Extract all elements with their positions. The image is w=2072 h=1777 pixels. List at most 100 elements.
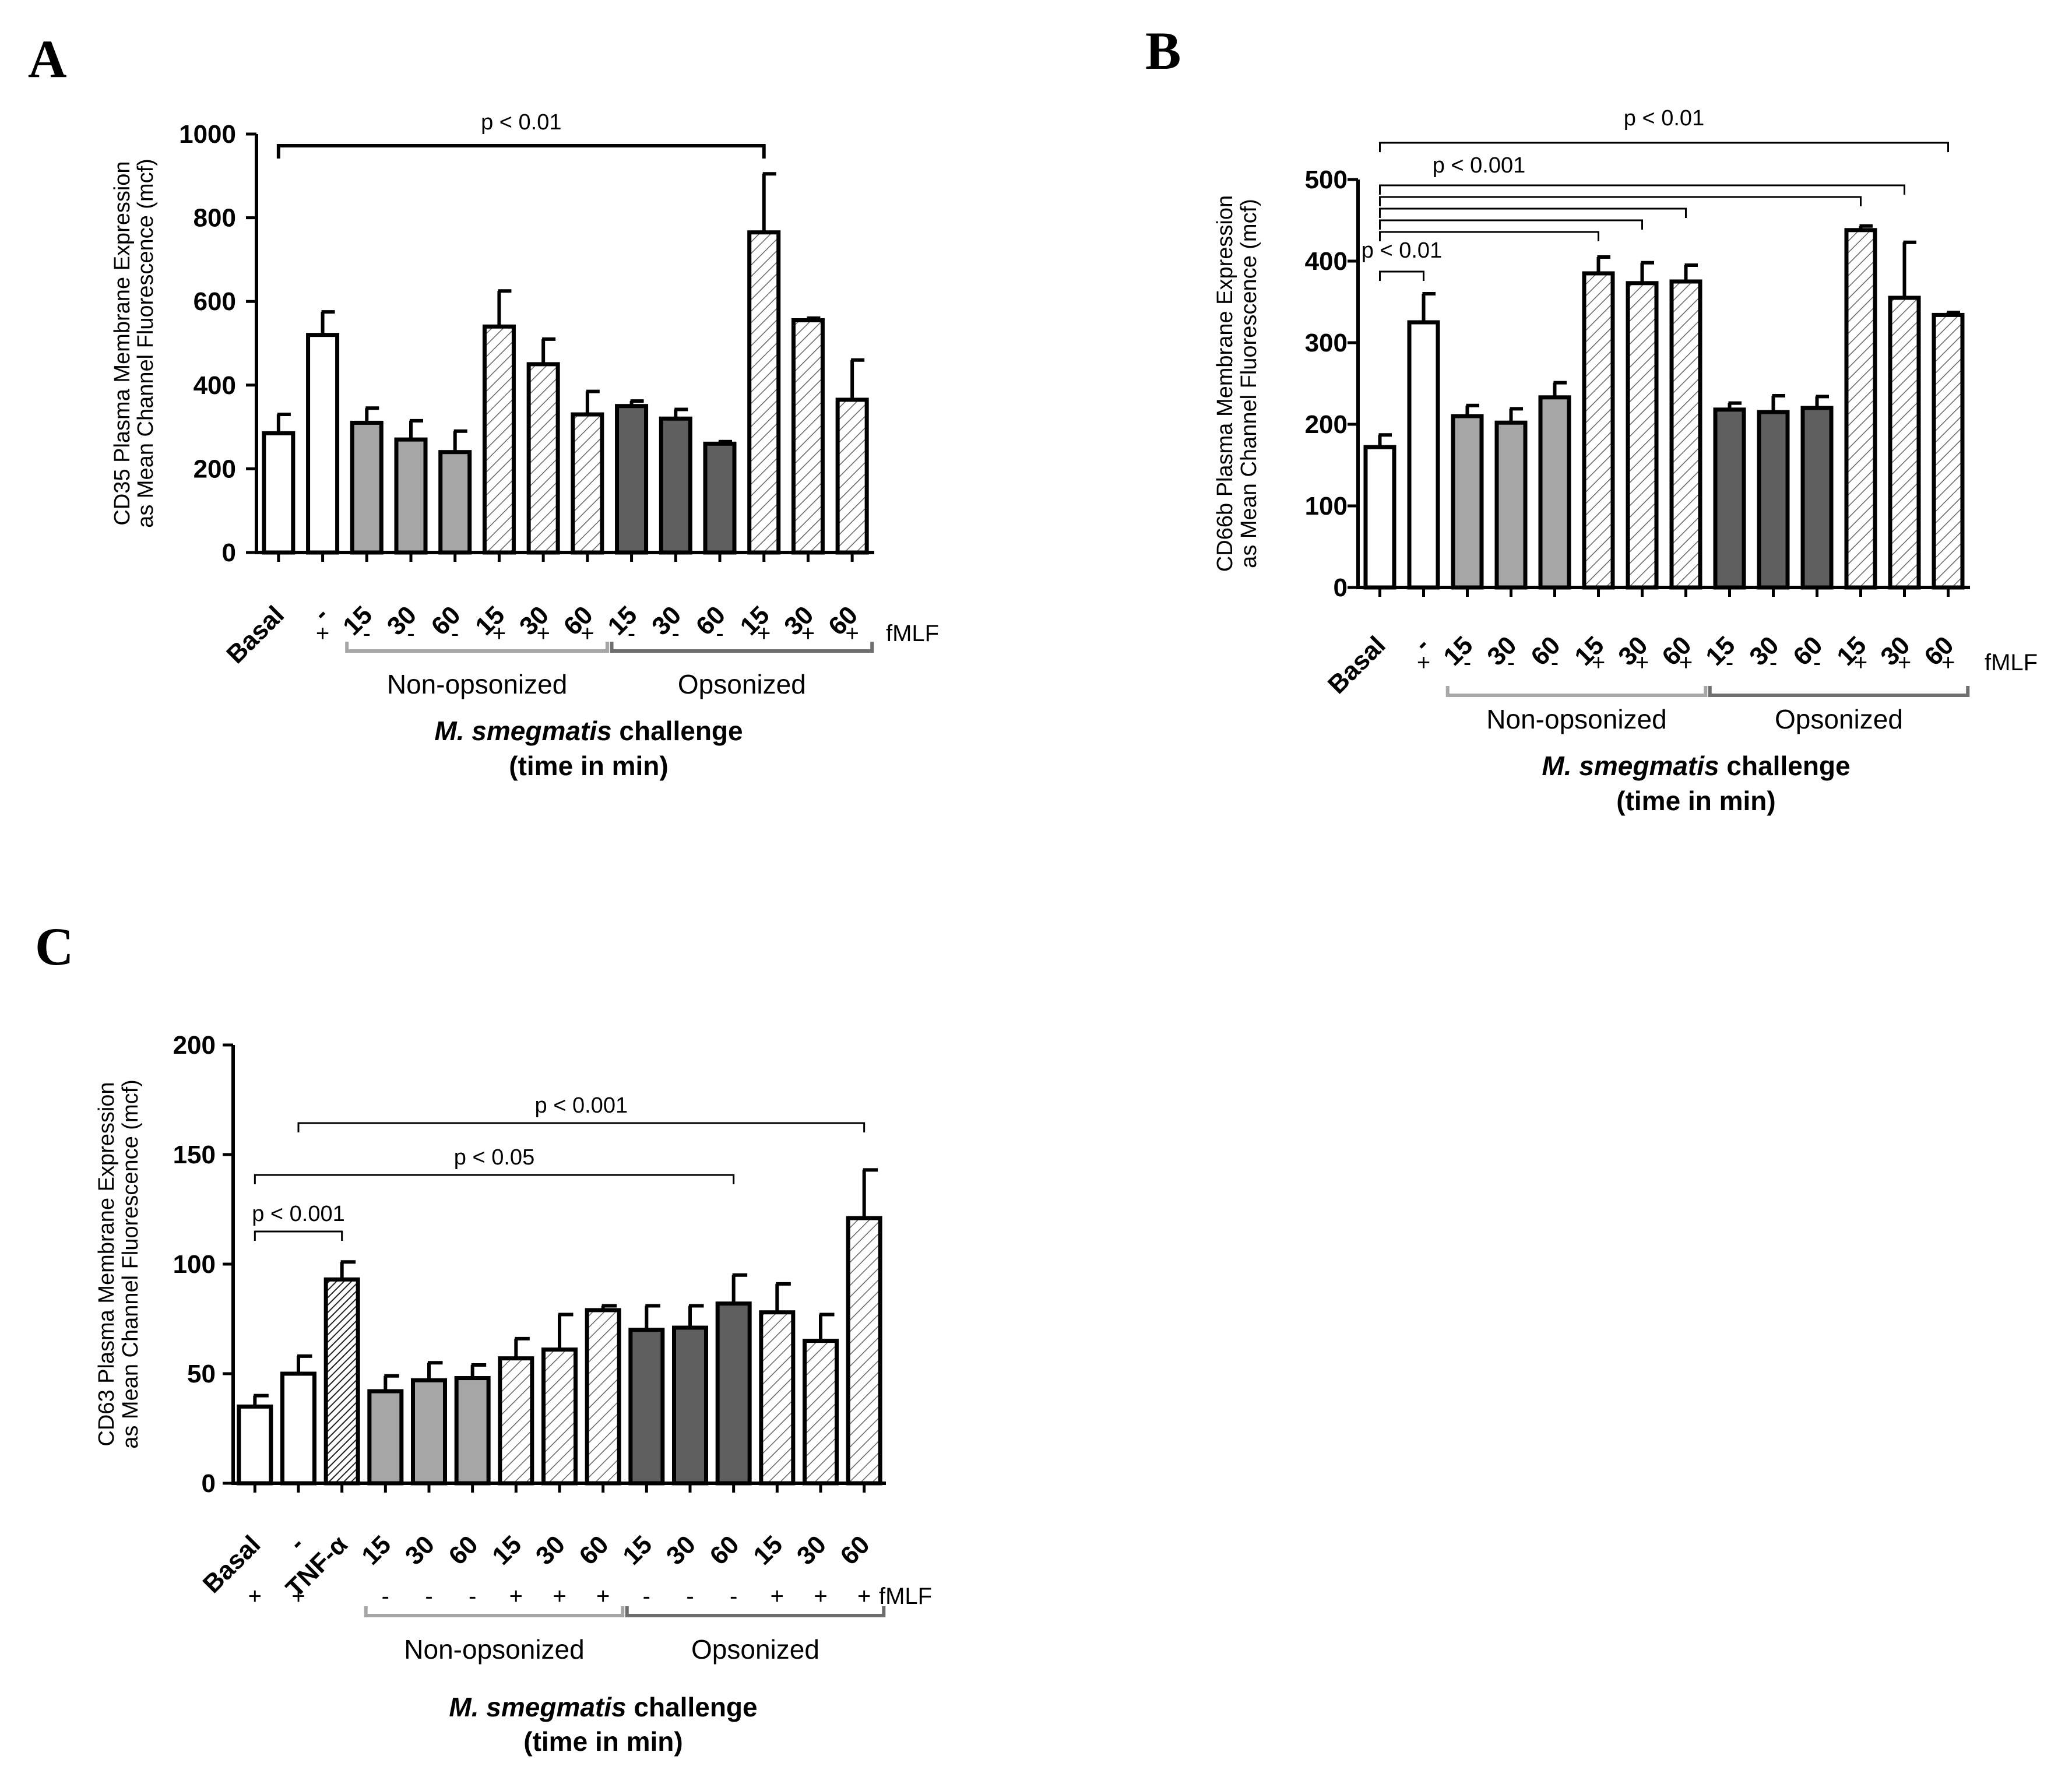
y-tick-label: 100 [173,1250,216,1279]
fmlf-sign: + [581,621,594,646]
x-axis-species: M. smegmatis [449,1692,626,1722]
x-tick-label: 60 [704,1530,744,1570]
y-tick-label: 150 [173,1141,216,1169]
group-label: Opsonized [678,669,806,699]
x-axis-label-rest: challenge [627,1692,758,1722]
bar [628,1328,665,1486]
x-tick-label: 30 [661,1530,701,1570]
group-bracket [364,1606,625,1617]
x-tick-label: 30 [1482,631,1522,671]
bar [791,318,825,555]
bar [1669,279,1702,590]
fmlf-sign: - [1507,650,1515,675]
group-label: Opsonized [691,1634,819,1665]
x-tick-label: 15 [487,1530,527,1570]
fmlf-sign: - [451,621,459,646]
y-tick-label: 300 [1305,329,1348,357]
bar [498,1356,534,1486]
fmlf-sign: + [248,1584,262,1609]
significance-label: p < 0.01 [481,110,561,135]
fmlf-sign: + [801,621,815,646]
x-tick-label: 30 [382,600,422,641]
significance-bracket [254,1174,735,1184]
fmlf-sign: - [628,621,635,646]
x-tick-label: Basal [1322,631,1391,699]
bar [1713,407,1746,590]
fmlf-sign: - [363,621,371,646]
y-tick-label: 0 [1334,573,1348,602]
bar [526,362,560,555]
bar [1363,445,1396,590]
bar [803,1339,839,1486]
x-tick-label: 60 [426,600,466,641]
fmlf-sign: + [771,1584,784,1609]
y-tick-label: 400 [1305,247,1348,276]
fmlf-sign: + [316,621,329,646]
x-tick-label: 60 [574,1530,614,1570]
x-tick-label: 15 [356,1530,396,1570]
group-label: Non-opsonized [404,1634,584,1665]
fmlf-sign: + [536,621,550,646]
fmlf-label: fMLF [879,1584,932,1609]
fmlf-sign: + [757,621,771,646]
bar [306,333,340,555]
x-tick-label: 30 [400,1530,440,1570]
bar [1888,295,1921,590]
bar [541,1347,578,1486]
x-tick-label: 60 [691,600,731,641]
x-tick-label: 60 [1525,631,1566,671]
bar [1844,228,1877,590]
group-label: Non-opsonized [387,669,567,699]
x-axis-label-rest: challenge [612,716,743,746]
x-tick-label: 30 [791,1530,832,1570]
significance-label: p < 0.01 [1362,238,1442,263]
significance-bracket [254,1230,343,1241]
bar [759,1310,796,1486]
y-axis-label: CD63 Plasma Membrane Expression [94,1082,119,1446]
fmlf-sign: + [857,1584,871,1609]
x-tick-label: 15 [1700,631,1740,671]
bar [482,324,516,555]
fmlf-sign: - [1770,650,1777,675]
fmlf-sign: - [716,621,723,646]
bar [237,1404,273,1486]
y-tick-label: 100 [1305,492,1348,520]
panel-letter: C [35,917,73,976]
fmlf-sign: + [596,1584,610,1609]
bar [1538,395,1571,590]
x-tick-label: 15 [337,600,378,641]
significance-bracket [1379,184,1905,195]
significance-label: p < 0.001 [252,1202,345,1226]
bar [367,1389,404,1486]
x-axis-label: M. smegmatis challenge [449,1692,757,1722]
x-axis-label: M. smegmatis challenge [434,716,743,746]
bar [394,437,428,555]
x-tick-label: 30 [646,600,687,641]
y-axis-label: as Mean Channel Fluorescence (mcf) [118,1079,143,1449]
x-axis-species: M. smegmatis [434,716,611,746]
group-bracket [625,1606,886,1617]
y-tick-label: 200 [1305,410,1348,439]
x-tick-label: Basal [221,600,290,669]
group-bracket [1708,686,1970,697]
fmlf-sign: + [509,1584,523,1609]
chart-panel-b: B CD66b Plasma Membrane Expression as Mean… [1145,21,2038,816]
fmlf-sign: + [1592,650,1605,675]
fmlf-sign: + [553,1584,566,1609]
x-tick-label: 30 [1744,631,1784,671]
bar [585,1308,621,1486]
fmlf-sign: - [1813,650,1821,675]
bar [1800,406,1834,590]
fmlf-sign: - [382,1584,389,1609]
y-tick-label: 500 [1305,166,1348,194]
significance-label: p < 0.05 [454,1145,534,1170]
fmlf-sign: + [1635,650,1649,675]
bar [1932,312,1965,590]
y-tick-label: 200 [194,455,236,483]
fmlf-sign: + [1679,650,1693,675]
fmlf-sign: - [407,621,414,646]
bar [1582,271,1615,590]
bar [571,412,604,555]
fmlf-sign: + [814,1584,827,1609]
